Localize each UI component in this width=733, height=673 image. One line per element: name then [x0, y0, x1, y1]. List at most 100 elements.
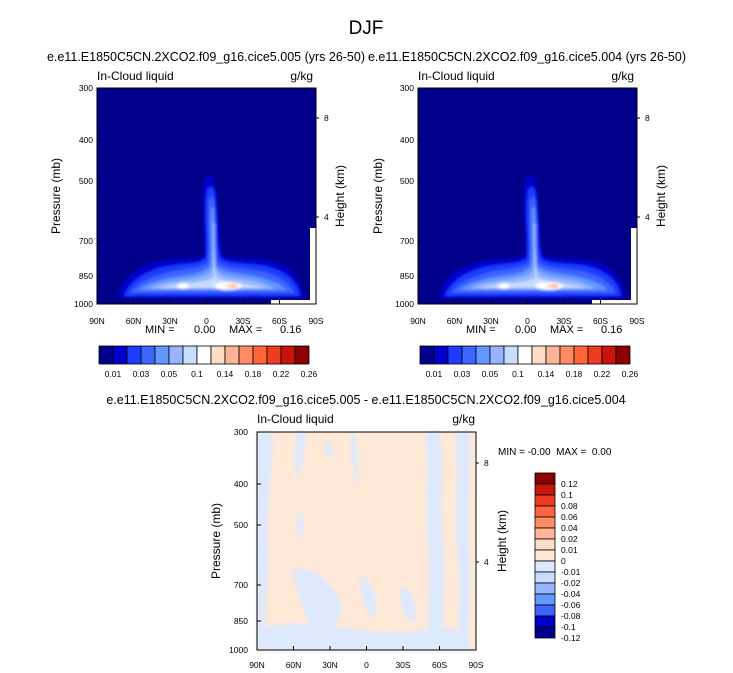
panel-1-colorbar-swatch [168, 345, 184, 365]
panel-3-colorbar-label: -0.1 [561, 622, 576, 632]
panel-3-colorbar-labels: 0.12 0.1 0.08 0.06 0.04 0.02 0.01 0 -0.0… [561, 479, 581, 643]
panel-3-colorbar-swatch [534, 571, 556, 584]
panel-1-colorbar-swatch [210, 345, 226, 365]
panel-3-colorbar-swatch [534, 472, 556, 485]
panel-2-colorbar-swatch [545, 345, 561, 365]
panel-3-contours [257, 430, 474, 650]
panel-3-colorbar-label: -0.08 [561, 611, 581, 621]
panel-2-colorbar [419, 345, 631, 365]
panel-2-colorbar-swatch [419, 345, 435, 365]
panel-1-ytick: 700 [79, 236, 93, 246]
panel-2-colorbar-labels: 0.01 0.03 0.05 0.1 0.14 0.18 0.22 0.26 [426, 369, 639, 379]
panel-2-colorbar-swatch [503, 345, 519, 365]
panel-1-height-tick: 4 [324, 212, 329, 222]
panel-2-ytick: 300 [400, 83, 414, 93]
panel-3-colorbar-label: 0.04 [561, 523, 578, 533]
panel-1-colorbar-swatch [112, 345, 128, 365]
panel-1-colorbar-label: 0.01 [105, 369, 122, 379]
panel-2-xtick: 30S [556, 316, 571, 326]
panel-3-colorbar-label: -0.06 [561, 600, 581, 610]
panel-1-colorbar-swatch [294, 345, 310, 365]
panel-1-colorbar-swatch [182, 345, 198, 365]
panel-1-ytick: 500 [79, 176, 93, 186]
panel-3-ylabel: Pressure (mb) [209, 503, 223, 579]
panel-2-colorbar-swatch [531, 345, 547, 365]
panel-3-colorbar [534, 472, 556, 639]
panel-1-max-value: 0.16 [280, 324, 301, 336]
panel-1-min-value: 0.00 [194, 324, 215, 336]
panel-2-colorbar-label: 0.05 [482, 369, 499, 379]
panel-1-xtick: 30S [235, 316, 250, 326]
panel-3-colorbar-swatch [534, 604, 556, 617]
panel-1-colorbar-swatch [280, 345, 296, 365]
panel-2-ylabel-right: Height (km) [654, 165, 668, 227]
panel-3-ytick: 700 [234, 580, 248, 590]
panel-3-colorbar-label: 0 [561, 556, 566, 566]
panel-3-colorbar-swatch [534, 505, 556, 518]
panel-3-units-label: g/kg [452, 412, 475, 426]
panel-3-xtick: 0 [364, 660, 369, 670]
panel-3-colorbar-swatch [534, 560, 556, 573]
panel-1-colorbar-swatch [224, 345, 240, 365]
panel-3-colorbar-swatch [534, 494, 556, 507]
panel-1-colorbar-label: 0.14 [217, 369, 234, 379]
panel-1-units-label: g/kg [290, 69, 313, 83]
panel-1-height-tick: 8 [324, 113, 329, 123]
panel-2-xtick: 90S [629, 316, 644, 326]
panel-1-ylabel-right: Height (km) [333, 165, 347, 227]
panel-3-ytick: 300 [234, 427, 248, 437]
panel-2-xtick: 60N [447, 316, 463, 326]
panel-2-x-ticks [417, 300, 638, 304]
panel-3-x-ticks [256, 646, 477, 650]
figure-title: DJF [349, 18, 384, 39]
panel-1-xtick: 30N [162, 316, 178, 326]
panel-3-xtick: 30N [322, 660, 338, 670]
panel-1-xtick: 60N [126, 316, 142, 326]
panel-2-colorbar-label: 0.1 [512, 369, 524, 379]
panel-1-colorbar-swatch [252, 345, 268, 365]
panel-1-contours [118, 175, 304, 298]
panel-3-minmax: MIN = -0.00 MAX = 0.00 [498, 447, 612, 458]
panel-1-min-label: MIN = [145, 324, 175, 336]
panel-2-terrain-south [631, 228, 637, 300]
panel-3-ytick: 500 [234, 520, 248, 530]
panel-3-colorbar-label: 0.06 [561, 512, 578, 522]
panel-3-background [257, 432, 476, 650]
panel-2-terrain-gap [592, 300, 637, 304]
panel-3-colorbar-swatch [534, 527, 556, 540]
panel-2-height-tick: 4 [645, 212, 650, 222]
panel-1-max-label: MAX = [229, 324, 262, 336]
panel-1-colorbar-swatch [126, 345, 142, 365]
panel-3-ytick: 1000 [229, 645, 248, 655]
panel-3-colorbar-label: -0.04 [561, 589, 581, 599]
panel-2-ytick: 400 [400, 135, 414, 145]
panel-3-colorbar-label: 0.02 [561, 534, 578, 544]
panel-3-title: e.e11.E1850C5CN.2XCO2.f09_g16.cice5.005 … [106, 393, 625, 407]
panel-1-colorbar-label: 0.18 [245, 369, 262, 379]
panel-2-title: e.e11.E1850C5CN.2XCO2.f09_g16.cice5.004 … [368, 50, 686, 64]
panel-3-xtick: 60N [286, 660, 302, 670]
panel-2-units-label: g/kg [611, 69, 634, 83]
panel-3: e.e11.E1850C5CN.2XCO2.f09_g16.cice5.005 … [106, 393, 625, 670]
panel-1-xtick: 60S [272, 316, 287, 326]
panel-3-colorbar-swatch [534, 615, 556, 628]
panel-1-colorbar-label: 0.22 [273, 369, 290, 379]
panel-2-colorbar-label: 0.01 [426, 369, 443, 379]
panel-3-colorbar-label: 0.01 [561, 545, 578, 555]
panel-1-ytick: 300 [79, 83, 93, 93]
panel-1-xtick: 0 [204, 316, 209, 326]
panel-1-xtick: 90S [308, 316, 323, 326]
panel-2-left-label: In-Cloud liquid [418, 69, 495, 83]
panel-2-colorbar-label: 0.18 [566, 369, 583, 379]
panel-2: e.e11.E1850C5CN.2XCO2.f09_g16.cice5.004 … [368, 50, 686, 379]
panel-1-left-label: In-Cloud liquid [97, 69, 174, 83]
panel-2-colorbar-label: 0.14 [538, 369, 555, 379]
panel-2-colorbar-swatch [615, 345, 631, 365]
panel-1-colorbar-swatch [196, 345, 212, 365]
panel-2-xtick: 0 [525, 316, 530, 326]
panel-1-colorbar-label: 0.03 [133, 369, 150, 379]
panel-3-colorbar-swatch [534, 516, 556, 529]
panel-2-max-value: 0.16 [601, 324, 622, 336]
panel-1-colorbar-labels: 0.01 0.03 0.05 0.1 0.14 0.18 0.22 0.26 [105, 369, 318, 379]
panel-1-colorbar-swatch [266, 345, 282, 365]
